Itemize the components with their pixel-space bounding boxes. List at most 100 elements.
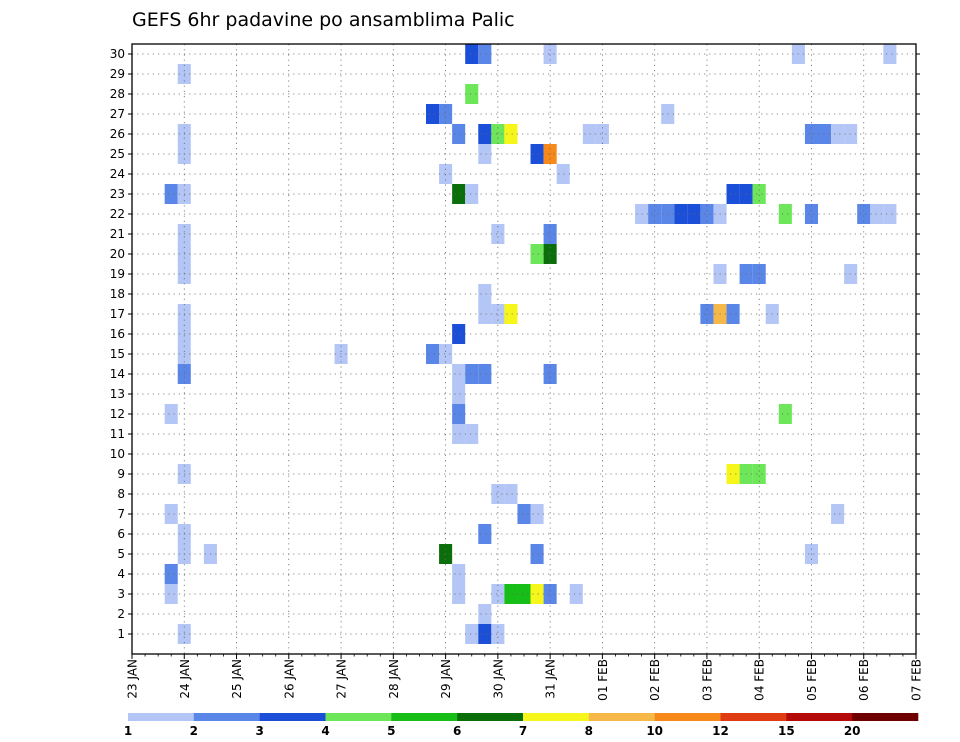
data-cell — [452, 364, 466, 384]
data-cell — [648, 204, 662, 224]
data-cell — [452, 424, 466, 444]
y-tick-label: 25 — [110, 147, 125, 161]
y-tick-label: 8 — [117, 487, 125, 501]
data-cell — [478, 144, 492, 164]
data-cell — [674, 204, 688, 224]
data-cell — [164, 404, 178, 424]
x-tick-label: 06 FEB — [857, 659, 871, 701]
colorbar-swatch — [193, 713, 260, 721]
data-cell — [452, 124, 466, 144]
x-tick-label: 26 JAN — [282, 659, 296, 699]
data-cell — [426, 344, 440, 364]
data-cell — [595, 124, 609, 144]
colorbar-swatch — [457, 713, 524, 721]
data-cell — [804, 124, 818, 144]
data-cell — [478, 124, 492, 144]
x-tick-label: 30 JAN — [491, 659, 505, 699]
y-tick-label: 30 — [110, 47, 125, 61]
data-cell — [504, 304, 518, 324]
data-cell — [478, 364, 492, 384]
plot-frame — [131, 43, 917, 655]
data-cell — [582, 124, 596, 144]
data-cell — [543, 244, 557, 264]
data-cell — [452, 384, 466, 404]
data-cell — [478, 604, 492, 624]
y-tick-label: 9 — [117, 467, 125, 481]
data-cell — [804, 204, 818, 224]
y-tick-label: 17 — [110, 307, 125, 321]
x-tick-label: 27 JAN — [335, 659, 349, 699]
data-cell — [752, 464, 766, 484]
y-tick-label: 27 — [110, 107, 125, 121]
y-tick-label: 1 — [117, 627, 125, 641]
data-cell — [164, 584, 178, 604]
data-cell — [478, 44, 492, 64]
data-cell — [452, 324, 466, 344]
y-tick-label: 15 — [110, 347, 125, 361]
data-cell — [465, 184, 479, 204]
data-cell — [465, 364, 479, 384]
x-tick-label: 25 JAN — [230, 659, 244, 699]
data-cell — [569, 584, 583, 604]
data-cell — [517, 584, 531, 604]
colorbar-label: 3 — [255, 724, 263, 738]
data-cell — [164, 504, 178, 524]
y-tick-label: 22 — [110, 207, 125, 221]
data-cell — [543, 364, 557, 384]
data-cell — [543, 224, 557, 244]
x-tick-label: 05 FEB — [805, 659, 819, 701]
colorbar-swatch — [720, 713, 787, 721]
data-cell — [530, 504, 544, 524]
colorbar-swatch — [588, 713, 655, 721]
y-tick-label: 13 — [110, 387, 125, 401]
y-tick-label: 5 — [117, 547, 125, 561]
y-tick-label: 26 — [110, 127, 125, 141]
data-cell — [726, 304, 740, 324]
y-tick-label: 11 — [110, 427, 125, 441]
data-cell — [870, 204, 884, 224]
data-cell — [778, 204, 792, 224]
x-axis-ticks: 23 JAN 24 JAN 25 JAN 26 JAN 27 JAN 28 JAN 29 J… — [126, 654, 924, 701]
y-tick-label: 7 — [117, 507, 125, 521]
x-tick-label: 02 FEB — [648, 659, 662, 701]
y-tick-label: 24 — [110, 167, 125, 181]
data-cell — [164, 184, 178, 204]
data-cell — [439, 104, 453, 124]
colorbar-swatch — [523, 713, 590, 721]
data-cell — [426, 104, 440, 124]
colorbar-label: 15 — [778, 724, 795, 738]
data-cell — [465, 424, 479, 444]
x-tick-label: 01 FEB — [596, 659, 610, 701]
colorbar-swatch — [786, 713, 853, 721]
data-cell — [478, 284, 492, 304]
y-tick-label: 2 — [117, 607, 125, 621]
data-cell — [530, 584, 544, 604]
cells-layer — [164, 44, 897, 644]
data-cell — [530, 144, 544, 164]
colorbar-label: 4 — [321, 724, 329, 738]
x-tick-label: 29 JAN — [439, 659, 453, 699]
y-tick-label: 28 — [110, 87, 125, 101]
colorbar-label: 6 — [453, 724, 461, 738]
data-cell — [439, 344, 453, 364]
data-cell — [883, 44, 897, 64]
data-cell — [491, 304, 505, 324]
x-tick-label: 04 FEB — [753, 659, 767, 701]
data-cell — [164, 564, 178, 584]
data-cell — [831, 124, 845, 144]
data-cell — [491, 484, 505, 504]
colorbar-label: 2 — [190, 724, 198, 738]
colorbar-label: 1 — [124, 724, 132, 738]
data-cell — [465, 84, 479, 104]
data-cell — [478, 624, 492, 644]
data-cell — [491, 624, 505, 644]
colorbar-swatch — [259, 713, 326, 721]
colorbar: 1 2 3 4 5 6 7 8 10 12 15 20 — [124, 713, 919, 738]
data-cell — [530, 244, 544, 264]
y-tick-label: 20 — [110, 247, 125, 261]
y-tick-label: 16 — [110, 327, 125, 341]
data-cell — [517, 504, 531, 524]
x-tick-label: 31 JAN — [544, 659, 558, 699]
data-cell — [778, 404, 792, 424]
data-cell — [478, 524, 492, 544]
